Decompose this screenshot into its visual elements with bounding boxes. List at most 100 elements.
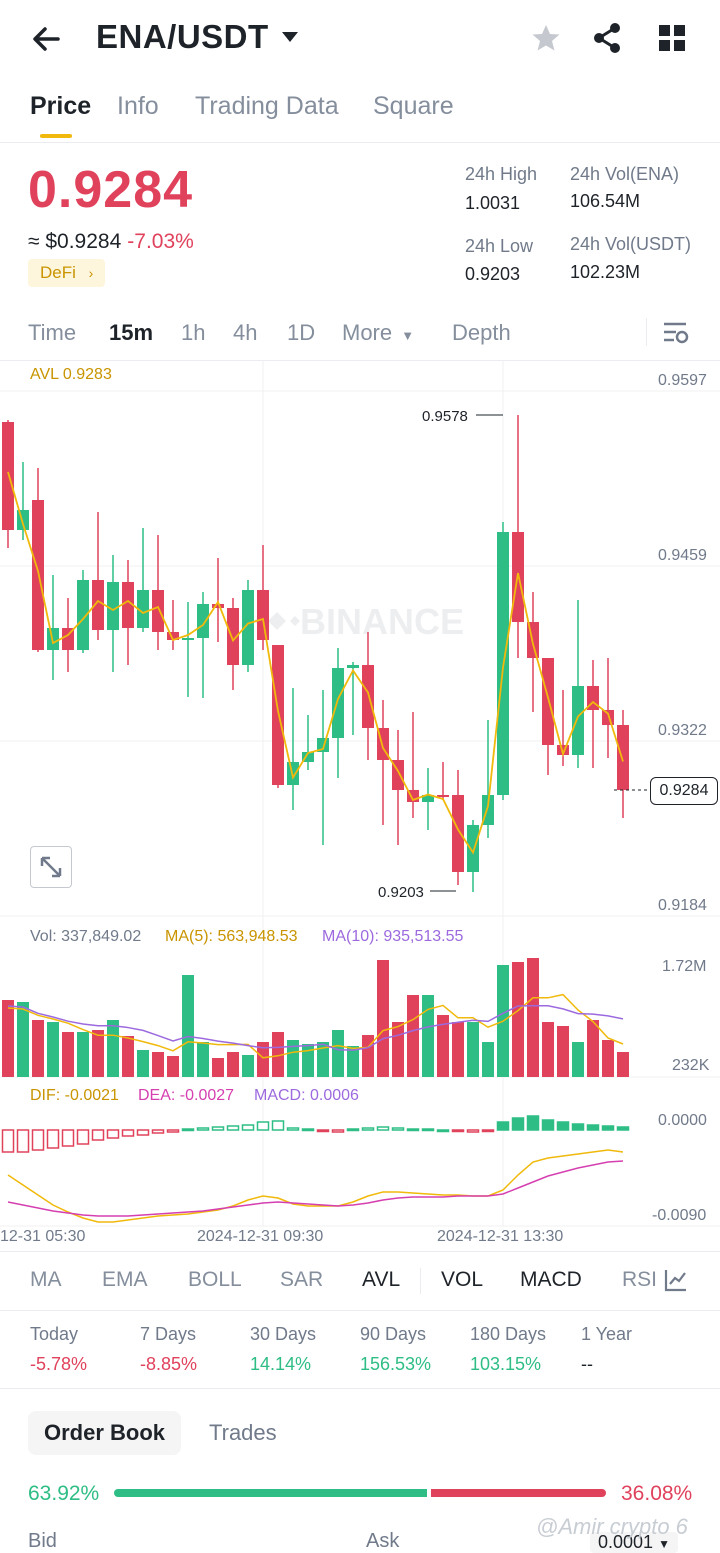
volume-bar (32, 1020, 44, 1077)
volume-bar (242, 1055, 254, 1077)
main-tabs: Price Info Trading Data Square (0, 76, 720, 143)
pair-title[interactable]: ENA/USDT (96, 18, 269, 55)
candle-body (77, 580, 89, 650)
macd-histogram (1, 1115, 630, 1153)
candle-body (602, 710, 614, 725)
candle-body (332, 668, 344, 738)
tf-1h[interactable]: 1h (181, 320, 206, 345)
tab-price[interactable]: Price (30, 92, 92, 120)
macd-bar (61, 1129, 75, 1147)
volume-bar (512, 962, 524, 1077)
candle-body (122, 582, 134, 628)
tf-more[interactable]: More ▼ (342, 320, 414, 346)
macd-bar (256, 1121, 270, 1131)
high-marker: 0.9578 (422, 408, 503, 425)
macd-bar (571, 1123, 585, 1131)
ind-rsi[interactable]: RSI (622, 1268, 658, 1291)
volume-bar (347, 1046, 359, 1077)
price-usd: ≈ $0.9284 (28, 230, 122, 253)
macd-bar (151, 1129, 165, 1134)
category-tag[interactable]: DeFi › (28, 259, 106, 287)
perf-period-value: 14.14% (250, 1354, 312, 1374)
expand-icon (40, 856, 62, 878)
tab-square[interactable]: Square (373, 92, 454, 120)
macd-bar (541, 1119, 555, 1131)
macd-bar (436, 1129, 450, 1133)
high-label: 24h High (465, 164, 538, 184)
vol-ma5-line (7, 993, 624, 1059)
volume-bar (407, 995, 419, 1077)
tf-1d[interactable]: 1D (287, 320, 316, 345)
candle-body (557, 745, 569, 755)
volume-bar (422, 995, 434, 1077)
volume-bar (227, 1052, 239, 1077)
macd-bar (106, 1129, 120, 1139)
ind-macd[interactable]: MACD (520, 1268, 582, 1291)
indicator-settings-icon[interactable] (664, 1268, 688, 1292)
candle-body (467, 825, 479, 872)
time-axis-1: 12-31 05:30 (0, 1228, 86, 1245)
low-value: 0.9203 (465, 264, 521, 284)
volume-bar (482, 1042, 494, 1077)
macd-bar (496, 1121, 510, 1131)
macd-bar (511, 1117, 525, 1131)
tf-4h[interactable]: 4h (233, 320, 258, 345)
macd-bar (586, 1124, 600, 1131)
volume-bar (92, 1030, 104, 1077)
layout-grid-icon[interactable] (658, 24, 686, 52)
tab-trades[interactable]: Trades (209, 1420, 277, 1445)
favorite-star-icon[interactable] (530, 22, 562, 54)
candle-body (437, 795, 449, 797)
perf-period-value: -8.85% (140, 1354, 198, 1374)
divider (646, 318, 647, 346)
tab-order-book[interactable]: Order Book (28, 1411, 182, 1455)
share-icon[interactable] (590, 20, 624, 56)
perf-period-label: 180 Days (470, 1324, 547, 1344)
candle-body (572, 686, 584, 755)
macd-bar (421, 1128, 435, 1132)
pair-dropdown-caret-icon[interactable] (280, 30, 300, 44)
ind-boll[interactable]: BOLL (188, 1268, 242, 1291)
kline-chart[interactable]: BINANCE 0.9578 0.9203 AVL 0.9283 0.9597 … (0, 360, 720, 1250)
ind-sar[interactable]: SAR (280, 1268, 324, 1291)
price-axis-4: 0.9184 (658, 897, 707, 914)
chart-settings-icon[interactable] (662, 320, 690, 346)
perf-period-label: 7 Days (140, 1324, 197, 1344)
bid-ratio-bar (114, 1489, 427, 1497)
candle-body (422, 795, 434, 802)
macd-bar (16, 1129, 30, 1153)
divider (420, 1268, 421, 1294)
candle-body (617, 725, 629, 790)
volume-bar (122, 1036, 134, 1077)
macd-bar (226, 1125, 240, 1131)
category-tag-label: DeFi (40, 263, 76, 282)
macd-bar (181, 1128, 195, 1132)
volume-bars (2, 958, 629, 1077)
candle-body (62, 628, 74, 650)
ind-vol[interactable]: VOL (441, 1268, 484, 1291)
volume-bar (182, 975, 194, 1077)
fullscreen-button[interactable] (30, 846, 72, 888)
tf-15m[interactable]: 15m (109, 320, 154, 345)
chart-svg: BINANCE 0.9578 0.9203 (0, 360, 720, 1227)
vol-ma5-label: MA(5): 563,948.53 (165, 928, 298, 945)
candle-body (137, 590, 149, 628)
ind-ema[interactable]: EMA (102, 1268, 148, 1291)
tf-depth[interactable]: Depth (452, 320, 511, 345)
vol-ma10-line (7, 1005, 624, 1051)
tf-time[interactable]: Time (28, 320, 77, 345)
perf-period-label: 30 Days (250, 1324, 317, 1344)
back-arrow-icon[interactable] (28, 20, 66, 58)
tab-trading-data[interactable]: Trading Data (195, 92, 339, 120)
current-price-tag: 0.9284 (650, 777, 718, 805)
volume-bar (527, 958, 539, 1077)
exchange-watermark: BINANCE (254, 601, 464, 642)
top-bar: ENA/USDT (0, 0, 720, 76)
high-value: 1.0031 (465, 193, 521, 213)
candle-body (347, 665, 359, 668)
ind-ma[interactable]: MA (30, 1268, 62, 1291)
macd-bar (481, 1129, 495, 1133)
ind-avl[interactable]: AVL (362, 1268, 401, 1291)
user-watermark: @Amir crypto 6 (536, 1514, 688, 1539)
tab-info[interactable]: Info (117, 92, 159, 120)
